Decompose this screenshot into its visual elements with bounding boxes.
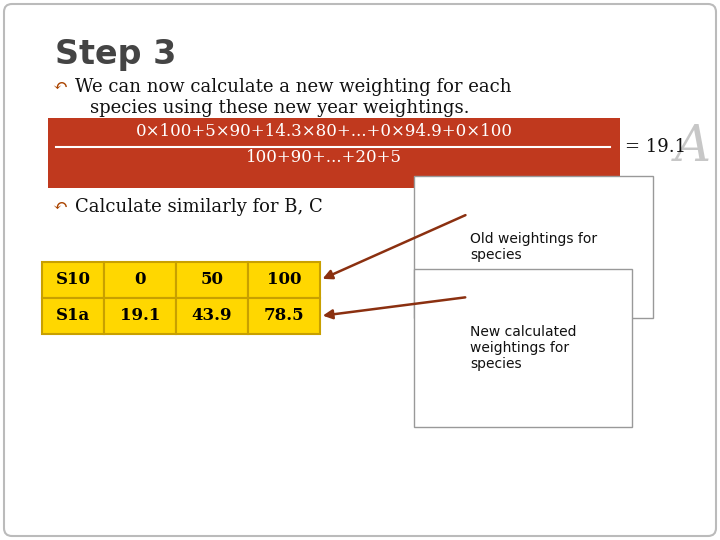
Text: 78.5: 78.5 [264, 307, 305, 325]
Text: 0×100+5×90+14.3×80+...+0×94.9+0×100: 0×100+5×90+14.3×80+...+0×94.9+0×100 [135, 123, 513, 140]
Bar [248, 262, 320, 298]
Text: S1a: S1a [56, 307, 90, 325]
Bar [42, 262, 104, 298]
Text: 100+90+...+20+5: 100+90+...+20+5 [246, 149, 402, 166]
Text: Calculate similarly for B, C: Calculate similarly for B, C [75, 198, 323, 216]
Text: S10: S10 [55, 272, 91, 288]
Text: 100: 100 [266, 272, 301, 288]
Text: 19.1: 19.1 [120, 307, 160, 325]
Text: We can now calculate a new weighting for each: We can now calculate a new weighting for… [75, 78, 511, 96]
Bar [248, 298, 320, 334]
Bar [42, 298, 104, 334]
FancyBboxPatch shape [4, 4, 716, 536]
Bar [176, 262, 248, 298]
Text: 50: 50 [200, 272, 223, 288]
Text: A: A [675, 122, 711, 172]
Text: New calculated
weightings for
species: New calculated weightings for species [470, 325, 577, 372]
FancyBboxPatch shape [48, 118, 620, 188]
Text: ↶: ↶ [52, 198, 67, 216]
Text: species using these new year weightings.: species using these new year weightings. [90, 99, 469, 117]
Text: 43.9: 43.9 [192, 307, 233, 325]
Text: ↶: ↶ [52, 78, 67, 96]
Text: = 19.1: = 19.1 [625, 138, 686, 156]
Text: Step 3: Step 3 [55, 38, 176, 71]
Text: Old weightings for
species: Old weightings for species [470, 232, 597, 262]
Bar [176, 298, 248, 334]
Bar [104, 262, 176, 298]
Text: 0: 0 [134, 272, 145, 288]
Bar [104, 298, 176, 334]
